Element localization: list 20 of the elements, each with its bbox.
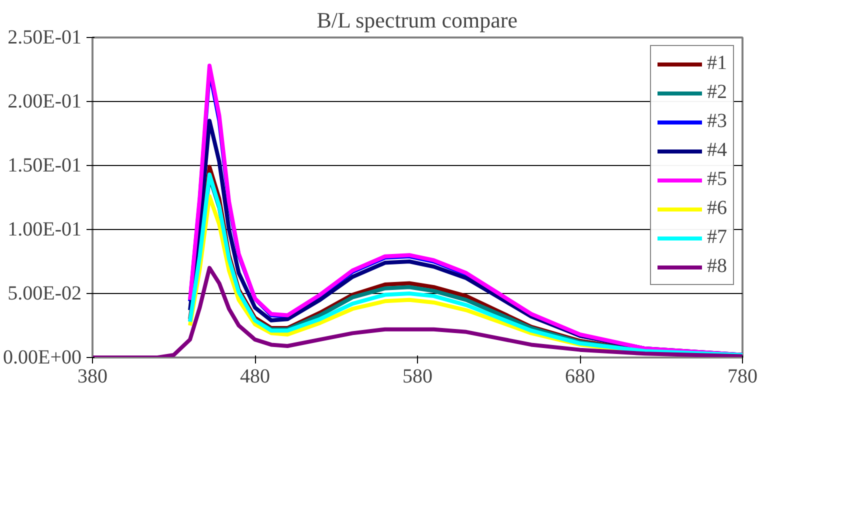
legend-label: #3	[707, 110, 727, 133]
x-tick-label: 480	[240, 366, 270, 388]
legend-label: #2	[707, 81, 727, 104]
legend-label: #1	[707, 52, 727, 75]
legend-label: #4	[707, 139, 727, 162]
x-tick-label: 680	[565, 366, 595, 388]
y-tick-label: 2.00E-01	[8, 90, 82, 112]
legend-label: #5	[707, 168, 727, 191]
legend-label: #7	[707, 226, 727, 249]
x-tick-label: 780	[728, 366, 758, 388]
legend-label: #8	[707, 255, 727, 278]
y-tick-label: 5.00E-02	[8, 282, 82, 304]
y-tick-label: 2.50E-01	[8, 26, 82, 48]
y-tick-label: 1.50E-01	[8, 154, 82, 176]
x-tick-label: 380	[78, 366, 108, 388]
x-tick-label: 580	[402, 366, 432, 388]
chart-title: B/L spectrum compare	[316, 8, 518, 32]
y-tick-label: 0.00E+00	[3, 346, 82, 368]
legend-label: #6	[707, 197, 727, 220]
y-tick-label: 1.00E-01	[8, 218, 82, 240]
